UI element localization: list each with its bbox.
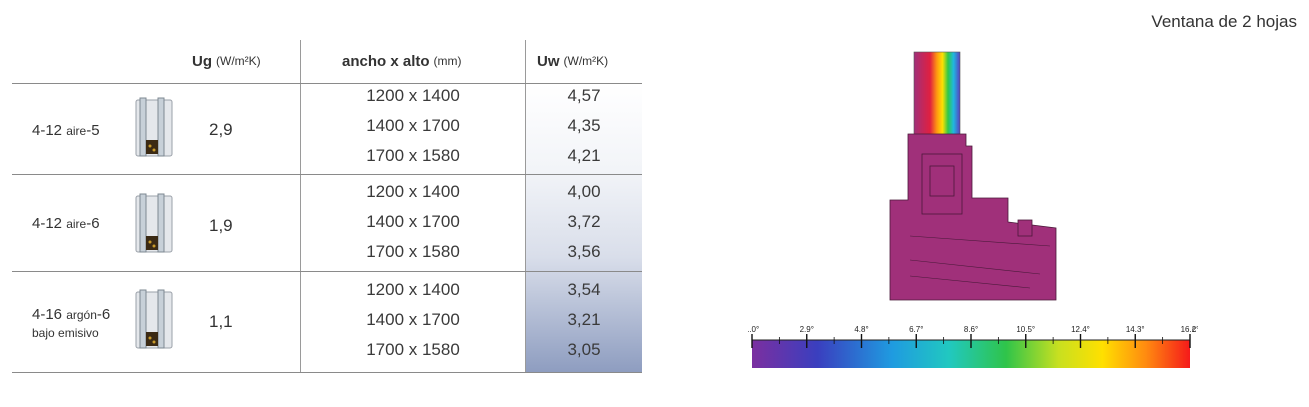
- column-divider: [300, 40, 301, 372]
- size-header: ancho x alto (mm): [342, 52, 462, 70]
- uw-cell: 3,54: [567, 280, 601, 299]
- glass-unit-icon: [135, 289, 173, 349]
- glass-unit-icon: [135, 193, 173, 253]
- scale-tick-label: 10.5°: [1016, 325, 1035, 334]
- glass-type: 4-12 aire-6: [32, 215, 100, 232]
- scale-tick-label: 6.7°: [909, 325, 923, 334]
- uw-cell: 3,72: [567, 212, 601, 231]
- glass-unit-icon: [135, 97, 173, 157]
- size-cell: 1700 x 1580: [366, 146, 460, 165]
- size-cell: 1400 x 1700: [366, 310, 460, 329]
- size-cell: 1400 x 1700: [366, 212, 460, 231]
- ug-header: Ug (W/m²K): [192, 52, 261, 70]
- uw-header: Uw (W/m²K): [537, 52, 609, 70]
- page-title: Ventana de 2 hojas: [1151, 12, 1297, 31]
- size-cell: 1700 x 1580: [366, 242, 460, 261]
- scale-tick-label: 12.4°: [1071, 325, 1090, 334]
- glass-subtitle: bajo emisivo: [32, 326, 99, 340]
- scale-tick-label: 8.6°: [964, 325, 978, 334]
- glass-type: 4-16 argón-6 bajo emisivo: [32, 306, 111, 340]
- size-cell: 1700 x 1580: [366, 340, 460, 359]
- size-cell: 1200 x 1400: [366, 86, 460, 105]
- temperature-scale: 1.0° 2.9° 4.8° 6.7° 8.6° 10.5° 12.4° 14.3° 16.2°…: [748, 325, 1198, 368]
- uw-cell: 3,56: [567, 242, 601, 261]
- uw-cell: 4,35: [567, 116, 601, 135]
- thermal-profile-image: [889, 51, 1057, 301]
- glass-type: 4-12 aire-5: [32, 122, 100, 139]
- uw-cell: 3,05: [567, 340, 601, 359]
- size-cell: 1200 x 1400: [366, 182, 460, 201]
- size-cell: 1400 x 1700: [366, 116, 460, 135]
- row-divider: [12, 372, 642, 373]
- uw-cell: 4,21: [567, 146, 601, 165]
- size-cell: 1200 x 1400: [366, 280, 460, 299]
- scale-tick-label: 16.2°: [1181, 325, 1198, 334]
- uw-cell: 4,00: [567, 182, 601, 201]
- scale-unit: c: [1192, 325, 1196, 334]
- uw-cell: 3,21: [567, 310, 601, 329]
- column-divider: [525, 40, 526, 372]
- uw-cell: 4,57: [567, 86, 601, 105]
- ug-value: 1,9: [209, 216, 233, 235]
- scale-tick-label: 1.0°: [748, 325, 759, 334]
- row-divider: [12, 271, 642, 272]
- scale-tick-label: 2.9°: [800, 325, 814, 334]
- ug-value: 2,9: [209, 120, 233, 139]
- uw-column-shade: [526, 84, 642, 372]
- row-divider: [12, 174, 642, 175]
- row-divider: [12, 83, 642, 84]
- scale-tick-label: 14.3°: [1126, 325, 1145, 334]
- ug-value: 1,1: [209, 312, 233, 331]
- scale-tick-label: 4.8°: [854, 325, 868, 334]
